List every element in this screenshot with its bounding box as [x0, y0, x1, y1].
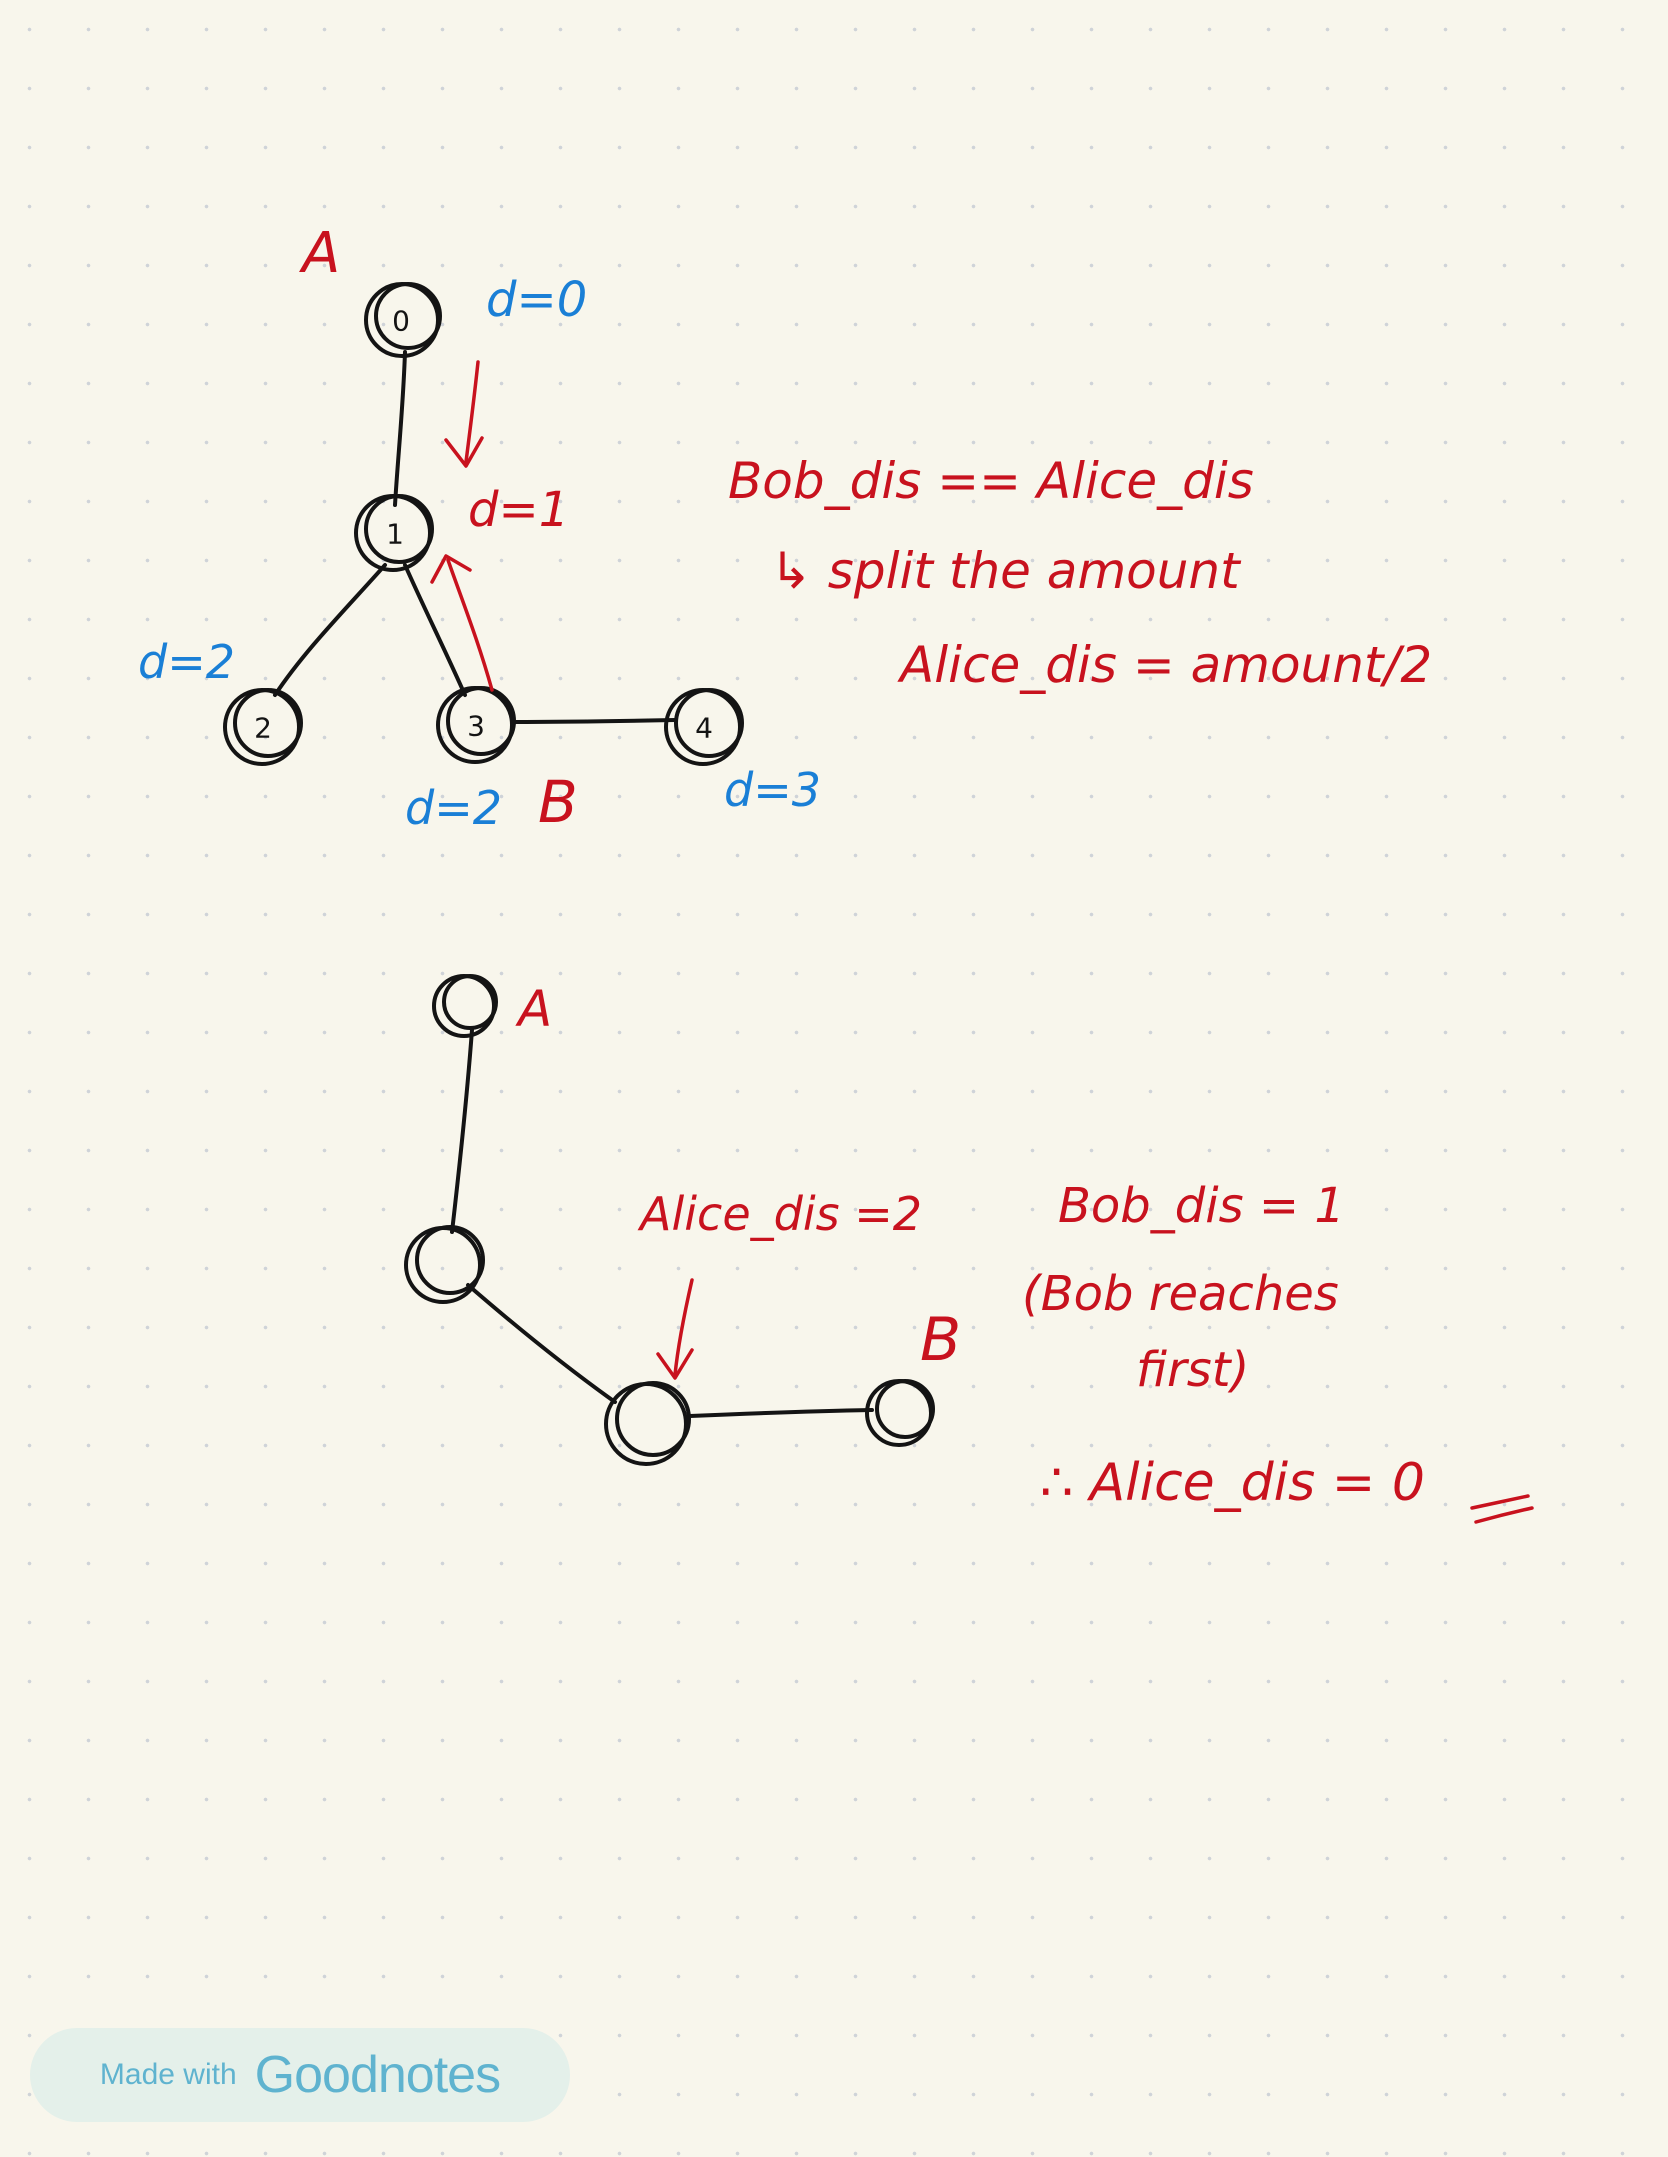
arrow-meeting-point — [656, 1278, 694, 1380]
svg-text:2: 2 — [254, 712, 272, 745]
note-first: first) — [1136, 1342, 1249, 1398]
arrow-bob-up — [430, 554, 494, 692]
edge-3-4 — [510, 718, 677, 724]
node-meeting — [604, 1381, 691, 1466]
distance-node-1: d=1 — [468, 482, 569, 538]
note-alice-distance: Alice_dis =2 — [637, 1187, 922, 1241]
svg-text:3: 3 — [467, 710, 485, 743]
tree-diagram-1: 0 1 2 3 4 A — [138, 221, 1432, 836]
node-4: 4 — [664, 688, 744, 766]
node-alice-start — [432, 974, 498, 1038]
label-bob-1: B — [538, 768, 578, 836]
note-bob-distance: Bob_dis = 1 — [1058, 1178, 1345, 1234]
svg-text:1: 1 — [386, 518, 404, 551]
badge-brand-logo: Goodnotes — [254, 2046, 501, 2104]
made-with-goodnotes-badge: Made with Goodnotes — [30, 2028, 570, 2122]
arrow-alice-down — [444, 360, 484, 468]
node-bob-start — [865, 1379, 935, 1447]
distance-node-0: d=0 — [486, 272, 587, 328]
badge-prefix: Made with — [99, 2058, 237, 2091]
edge-0-1 — [393, 350, 407, 507]
note-alice-half: Alice_dis = amount/2 — [897, 636, 1432, 694]
note-alice-zero: ∴ Alice_dis = 0 — [1040, 1453, 1425, 1513]
label-alice-2: A — [515, 980, 552, 1038]
distance-node-2: d=2 — [138, 635, 235, 689]
node-middle — [404, 1225, 485, 1304]
path-diagram-2: A B Alice_dis =2 Bob_dis = 1 (Bob reache… — [404, 974, 1534, 1524]
node-2: 2 — [223, 688, 303, 766]
note-bob-reaches: (Bob reaches — [1022, 1266, 1339, 1322]
edge-1-3 — [403, 563, 467, 697]
edge-mid-junction — [466, 1283, 617, 1404]
label-bob-2: B — [920, 1305, 961, 1375]
distance-node-4: d=3 — [724, 763, 821, 817]
conclusion-underline — [1470, 1494, 1534, 1524]
note-split-amount: ↳ split the amount — [770, 542, 1242, 600]
edge-junction-b — [688, 1408, 874, 1418]
node-3: 3 — [436, 686, 516, 764]
distance-node-3: d=2 — [405, 781, 502, 835]
edge-a-mid — [450, 1028, 474, 1234]
svg-text:0: 0 — [392, 305, 410, 338]
node-0: 0 — [364, 282, 442, 358]
note-equal-distance: Bob_dis == Alice_dis — [728, 452, 1254, 510]
edge-1-2 — [273, 563, 387, 697]
label-alice-1: A — [299, 221, 340, 286]
svg-text:4: 4 — [695, 712, 713, 745]
node-1: 1 — [354, 494, 434, 572]
